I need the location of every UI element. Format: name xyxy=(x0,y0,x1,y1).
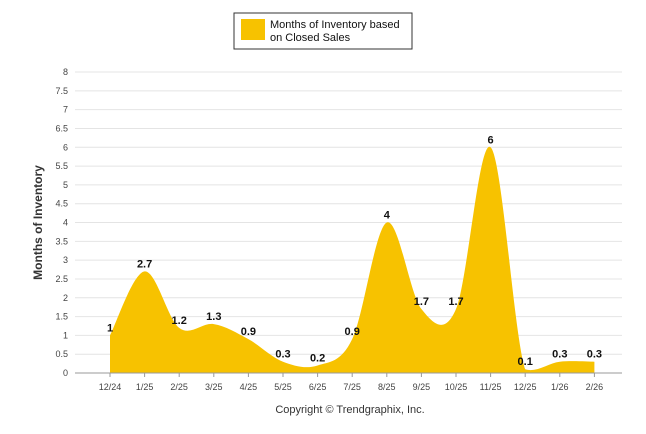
y-axis-ticks: 0 0.5 1 1.5 2 2.5 3 3.5 4 4.5 5 5.5 6 6.5 7 7.5 8 xyxy=(55,67,68,378)
y-tick-label: 3 xyxy=(63,255,68,265)
data-label: 4 xyxy=(384,210,391,222)
x-tick-label: 3/25 xyxy=(205,382,223,392)
y-tick-label: 4.5 xyxy=(55,199,68,209)
y-axis-title: Months of Inventory xyxy=(31,165,45,280)
y-tick-label: 3.5 xyxy=(55,236,68,246)
x-tick-label: 7/25 xyxy=(343,382,361,392)
data-label: 1 xyxy=(107,322,113,334)
y-tick-label: 5.5 xyxy=(55,161,68,171)
data-label: 0.1 xyxy=(518,356,533,368)
y-tick-label: 0.5 xyxy=(55,349,68,359)
area-series xyxy=(110,146,595,373)
data-label: 1.7 xyxy=(414,296,429,308)
y-tick-label: 1 xyxy=(63,330,68,340)
data-label: 6 xyxy=(488,134,494,146)
x-tick-label: 5/25 xyxy=(274,382,292,392)
x-tick-label: 4/25 xyxy=(240,382,258,392)
y-tick-label: 6.5 xyxy=(55,123,68,133)
y-tick-label: 2.5 xyxy=(55,274,68,284)
y-tick-label: 0 xyxy=(63,368,68,378)
data-label: 0.9 xyxy=(345,326,360,338)
x-tick-label: 6/25 xyxy=(309,382,327,392)
y-tick-label: 6 xyxy=(63,142,68,152)
data-label: 0.3 xyxy=(275,349,290,361)
data-label: 1.3 xyxy=(206,311,221,323)
legend-swatch xyxy=(241,19,265,40)
area-fill xyxy=(110,146,595,373)
x-tick-label: 1/25 xyxy=(136,382,154,392)
x-tick-label: 2/26 xyxy=(586,382,604,392)
x-tick-label: 12/24 xyxy=(99,382,122,392)
legend: Months of Inventory based on Closed Sale… xyxy=(233,12,413,50)
y-tick-label: 8 xyxy=(63,67,68,77)
x-tick-label: 2/25 xyxy=(170,382,188,392)
data-label: 0.9 xyxy=(241,326,256,338)
x-tick-label: 10/25 xyxy=(445,382,468,392)
x-tick-label: 12/25 xyxy=(514,382,537,392)
y-tick-label: 7.5 xyxy=(55,86,68,96)
x-tick-label: 8/25 xyxy=(378,382,396,392)
data-labels: 1 2.7 1.2 1.3 0.9 0.3 0.2 0.9 4 1.7 1.7 6 0.1 0.3 0.3 xyxy=(107,134,602,368)
data-label: 2.7 xyxy=(137,258,152,270)
y-tick-label: 1.5 xyxy=(55,312,68,322)
data-label: 0.2 xyxy=(310,352,325,364)
data-label: 1.7 xyxy=(448,296,463,308)
copyright-credit: Copyright © Trendgraphix, Inc. xyxy=(275,404,424,416)
x-axis: 12/24 1/25 2/25 3/25 4/25 5/25 6/25 7/25 8/25 9/2… xyxy=(75,372,622,392)
data-label: 1.2 xyxy=(172,315,187,327)
y-tick-label: 5 xyxy=(63,180,68,190)
x-tick-label: 11/25 xyxy=(480,382,502,392)
y-tick-label: 7 xyxy=(63,105,68,115)
data-label: 0.3 xyxy=(552,349,567,361)
x-tick-label: 9/25 xyxy=(413,382,431,392)
legend-label-line-1: Months of Inventory based xyxy=(270,19,400,31)
data-label: 0.3 xyxy=(587,349,602,361)
y-tick-label: 2 xyxy=(63,293,68,303)
y-tick-label: 4 xyxy=(63,218,68,228)
legend-label-line-2: on Closed Sales xyxy=(270,32,351,44)
x-tick-label: 1/26 xyxy=(551,382,569,392)
